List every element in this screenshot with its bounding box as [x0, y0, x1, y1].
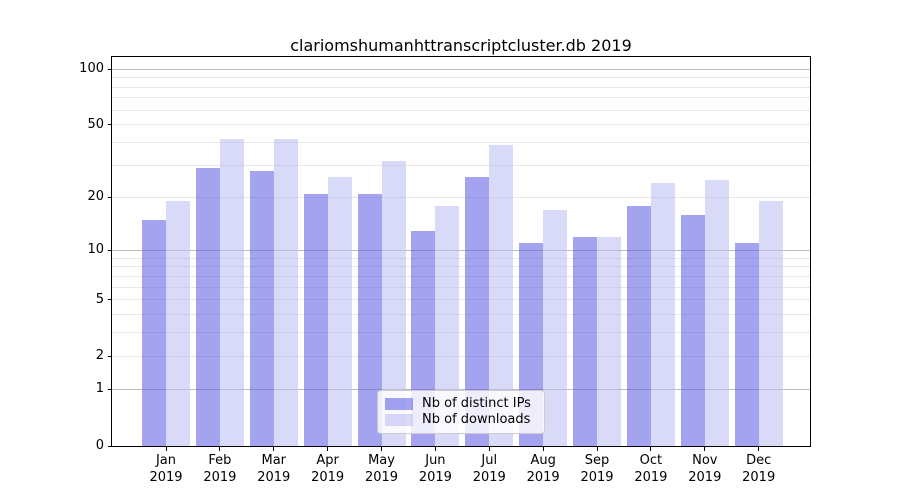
bar-downloads-feb-2019	[219, 138, 244, 446]
x-tick-mark-feb	[219, 447, 221, 451]
y-tick-label-20: 20	[87, 189, 104, 205]
gridline-y-30	[112, 165, 810, 167]
bar-downloads-dec-2019	[758, 201, 783, 446]
y-tick-label-10: 10	[87, 242, 104, 258]
y-tick-label-50: 50	[87, 116, 104, 132]
y-tick-mark-10	[108, 249, 112, 251]
y-tick-label-2: 2	[95, 348, 104, 364]
legend-swatch-distinct-ips	[385, 398, 413, 410]
x-tick-label-sep: Sep 2019	[580, 453, 614, 485]
bar-distinct-ips-apr-2019	[303, 193, 328, 446]
x-tick-mark-jun	[434, 447, 436, 451]
bar-downloads-apr-2019	[327, 176, 352, 446]
x-tick-label-jan: Jan 2019	[149, 453, 183, 485]
gridline-y-10	[112, 249, 810, 251]
y-tick-label-1: 1	[95, 381, 104, 397]
x-tick-label-nov: Nov 2019	[688, 453, 722, 485]
x-tick-mark-dec	[758, 447, 760, 451]
plot-area: Nb of distinct IPs Nb of downloads	[111, 56, 811, 447]
y-tick-label-0: 0	[95, 438, 104, 453]
bar-distinct-ips-nov-2019	[680, 214, 705, 446]
legend-item-distinct-ips: Nb of distinct IPs	[385, 396, 536, 412]
legend-swatch-downloads	[385, 414, 413, 426]
x-tick-mark-nov	[704, 447, 706, 451]
x-tick-label-may: May 2019	[364, 453, 399, 485]
x-tick-mark-sep	[596, 447, 598, 451]
x-tick-label-aug: Aug 2019	[526, 453, 560, 485]
x-tick-mark-apr	[327, 447, 329, 451]
bar-downloads-nov-2019	[704, 180, 729, 446]
bar-distinct-ips-dec-2019	[734, 243, 759, 446]
bar-downloads-jan-2019	[166, 201, 190, 446]
gridline-y-40	[112, 142, 810, 144]
y-tick-label-5: 5	[95, 291, 104, 307]
x-tick-label-jul: Jul 2019	[472, 453, 506, 485]
bar-downloads-sep-2019	[597, 236, 622, 446]
gridline-y-90	[112, 77, 810, 79]
bar-distinct-ips-mar-2019	[249, 171, 274, 446]
x-tick-label-apr: Apr 2019	[311, 453, 345, 485]
legend-label-downloads: Nb of downloads	[422, 412, 531, 427]
bar-downloads-aug-2019	[543, 210, 568, 446]
y-tick-mark-5	[108, 299, 112, 301]
gridline-y-80	[112, 86, 810, 88]
gridline-y-50	[112, 124, 810, 126]
x-tick-mark-mar	[273, 447, 275, 451]
x-tick-mark-jan	[165, 447, 167, 451]
gridline-y-20	[112, 196, 810, 198]
gridline-y-5	[112, 299, 810, 301]
gridline-y-8	[112, 266, 810, 268]
y-tick-mark-1	[108, 388, 112, 390]
y-tick-mark-20	[108, 196, 112, 198]
x-tick-label-feb: Feb 2019	[203, 453, 237, 485]
gridline-y-7	[112, 275, 810, 277]
x-tick-mark-oct	[650, 447, 652, 451]
gridline-y-9	[112, 257, 810, 259]
gridline-y-100	[112, 68, 810, 70]
gridline-y-70	[112, 97, 810, 99]
x-tick-label-jun: Jun 2019	[418, 453, 452, 485]
legend-item-downloads: Nb of downloads	[385, 412, 536, 428]
chart-title: clariomshumanhttranscriptcluster.db 2019	[290, 36, 632, 55]
bar-distinct-ips-oct-2019	[626, 205, 651, 446]
y-tick-mark-2	[108, 355, 112, 357]
x-tick-mark-aug	[542, 447, 544, 451]
gridline-y-6	[112, 286, 810, 288]
gridline-y-1	[112, 388, 810, 390]
y-tick-mark-100	[108, 68, 112, 70]
y-tick-mark-50	[108, 124, 112, 126]
legend-label-distinct-ips: Nb of distinct IPs	[422, 396, 531, 411]
x-tick-label-mar: Mar 2019	[257, 453, 291, 485]
bar-distinct-ips-sep-2019	[573, 236, 598, 446]
x-tick-mark-jul	[488, 447, 490, 451]
bar-downloads-mar-2019	[273, 138, 298, 446]
x-tick-label-dec: Dec 2019	[742, 453, 776, 485]
gridline-y-60	[112, 109, 810, 111]
bar-distinct-ips-feb-2019	[195, 168, 220, 446]
gridline-y-4	[112, 314, 810, 316]
x-tick-label-oct: Oct 2019	[634, 453, 668, 485]
bar-distinct-ips-jan-2019	[142, 219, 166, 446]
y-tick-mark-0	[108, 445, 112, 447]
y-tick-label-100: 100	[79, 61, 104, 77]
x-tick-mark-may	[381, 447, 383, 451]
gridline-y-2	[112, 355, 810, 357]
bar-downloads-oct-2019	[650, 183, 675, 446]
legend: Nb of distinct IPs Nb of downloads	[377, 390, 545, 434]
gridline-y-3	[112, 332, 810, 334]
